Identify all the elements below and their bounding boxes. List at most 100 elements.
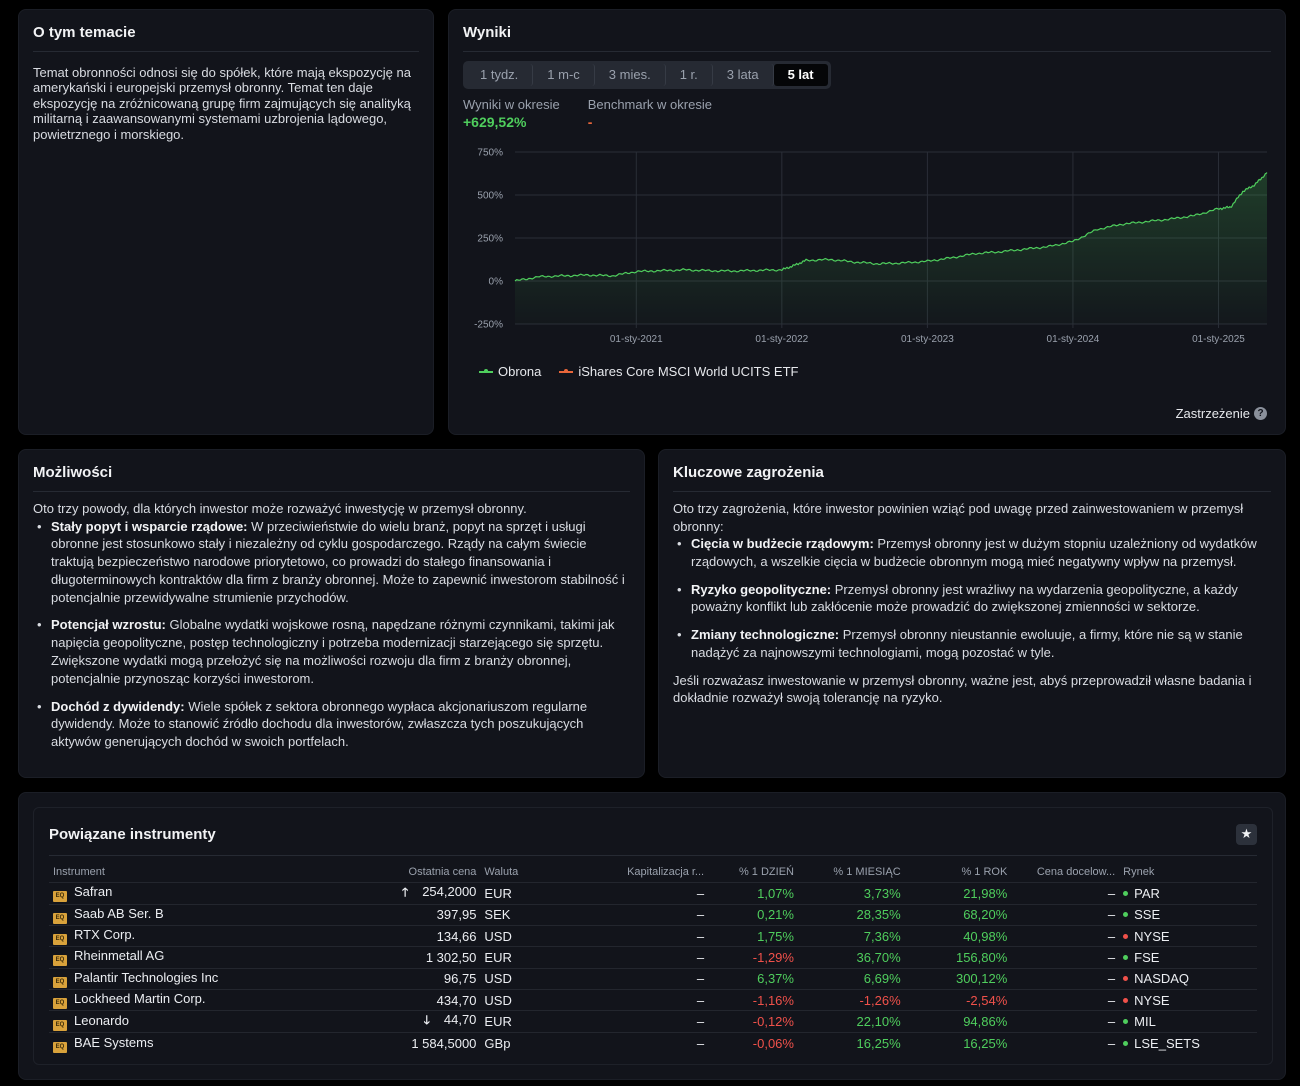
equity-badge-icon: EQ bbox=[53, 891, 67, 902]
arrow-down-icon: 🡓 bbox=[423, 1013, 430, 1028]
instrument-name[interactable]: Leonardo bbox=[74, 1012, 129, 1028]
instrument-name[interactable]: BAE Systems bbox=[74, 1034, 154, 1050]
target-price-cell: – bbox=[1011, 946, 1120, 969]
currency-cell: GBp bbox=[480, 1032, 571, 1055]
instruments-card: Powiązane instrumenty ★ Instrument Ostat… bbox=[18, 792, 1286, 1080]
col-currency[interactable]: Waluta bbox=[484, 865, 519, 878]
market-cap-cell: – bbox=[570, 946, 709, 969]
table-row[interactable]: EQ Leonardo 🡓 44,70 EUR – -0,12% 22,10% 94,86% – M… bbox=[49, 1010, 1257, 1033]
last-price: 134,66 bbox=[436, 928, 477, 944]
table-row[interactable]: EQ BAE Systems 1 584,5000 GBp – -0,06% 16,25% 1… bbox=[49, 1032, 1257, 1055]
table-row[interactable]: EQ Safran 🡑 254,2000 EUR –1,07% 3,73% 21,98% – PA… bbox=[49, 881, 1257, 904]
help-icon[interactable]: ? bbox=[1254, 407, 1267, 420]
market-name: PAR bbox=[1134, 885, 1160, 901]
tab-1-year[interactable]: 1 r. bbox=[666, 64, 713, 86]
risks-closing: Jeśli rozważasz inwestowanie w przemysł … bbox=[673, 672, 1252, 706]
about-text: Temat obronności odnosi się do spółek, k… bbox=[33, 65, 411, 142]
market-cell: NASDAQ bbox=[1119, 967, 1257, 990]
table-row[interactable]: EQ Lockheed Martin Corp. 434,70 USD – -1,16% -… bbox=[49, 989, 1257, 1011]
currency-cell: USD bbox=[480, 967, 571, 990]
col-1-month[interactable]: % 1 MIESIĄC bbox=[833, 865, 901, 878]
equity-badge-icon: EQ bbox=[53, 1019, 67, 1031]
col-target-price[interactable]: Cena docelow... bbox=[1036, 865, 1116, 878]
last-price-cell: 1 584,5000 bbox=[354, 1032, 481, 1055]
performance-chart[interactable]: 750%500%250%0%-250% 01-sty-2021 01-sty-20… bbox=[449, 140, 1285, 360]
tab-3-years[interactable]: 3 lata bbox=[713, 64, 774, 86]
target-price-cell: – bbox=[1011, 1010, 1120, 1033]
change-1-day: 1,75% bbox=[708, 924, 798, 947]
col-1-day[interactable]: % 1 DZIEŃ bbox=[738, 865, 794, 878]
opportunities-divider bbox=[33, 491, 630, 492]
tab-5-years[interactable]: 5 lat bbox=[773, 64, 828, 86]
change-1-month: 16,25% bbox=[797, 1032, 905, 1055]
equity-badge-icon: EQ bbox=[53, 998, 67, 1010]
instrument-cell[interactable]: EQ Safran bbox=[49, 881, 355, 904]
table-row[interactable]: EQ Saab AB Ser. B 397,95 SEK –0,21% 28,35% 68,… bbox=[49, 903, 1257, 926]
col-last-price[interactable]: Ostatnia cena bbox=[408, 865, 477, 878]
market-status-dot-icon bbox=[1123, 912, 1129, 918]
instrument-name[interactable]: Safran bbox=[74, 884, 113, 899]
last-price: 1 302,50 bbox=[425, 949, 477, 965]
chart-y-ticks: 750% 500% 250% 0% -250% bbox=[474, 148, 503, 331]
instrument-cell[interactable]: EQ Rheinmetall AG bbox=[49, 946, 355, 969]
change-1-year: 94,86% bbox=[904, 1010, 1012, 1033]
change-1-month: 28,35% bbox=[797, 903, 905, 926]
instrument-cell[interactable]: EQ Lockheed Martin Corp. bbox=[49, 989, 355, 1011]
legend-item-benchmark[interactable]: iShares Core MSCI World UCITS ETF bbox=[559, 364, 798, 379]
market-status-dot-icon bbox=[1123, 933, 1129, 939]
legend-line-icon bbox=[559, 368, 574, 373]
period-metric: Wyniki w okresie +629,52% bbox=[463, 97, 560, 130]
chart-x-ticks: 01-sty-2021 01-sty-2022 01-sty-2023 01-sty-… bbox=[610, 334, 1245, 345]
instrument-cell[interactable]: EQ Leonardo bbox=[49, 1010, 355, 1033]
target-price-cell: – bbox=[1011, 924, 1120, 947]
market-name: LSE_SETS bbox=[1134, 1036, 1200, 1052]
market-name: NASDAQ bbox=[1134, 971, 1190, 987]
last-price: 96,75 bbox=[443, 971, 477, 987]
item-text: Wiele spółek z sektora obronnego wypłaca… bbox=[51, 698, 588, 750]
period-label: Wyniki w okresie bbox=[463, 97, 560, 112]
tab-3-months[interactable]: 3 mies. bbox=[595, 64, 666, 86]
list-item: Cięcia w budżecie rządowym: Przemysł obr… bbox=[673, 535, 1271, 571]
change-1-year: 68,20% bbox=[904, 903, 1012, 926]
last-price-cell: 🡑 254,2000 bbox=[354, 881, 481, 904]
results-title: Wyniki bbox=[463, 24, 512, 41]
col-market-cap[interactable]: Kapitalizacja r... bbox=[627, 865, 705, 878]
instrument-cell[interactable]: EQ Palantir Technologies Inc bbox=[49, 967, 355, 990]
last-price-cell: 96,75 bbox=[354, 967, 481, 990]
col-instrument[interactable]: Instrument bbox=[53, 865, 105, 878]
obrona-series-area bbox=[515, 172, 1267, 324]
disclaimer-link[interactable]: Zastrzeżenie ? bbox=[1176, 406, 1267, 421]
table-row[interactable]: EQ Rheinmetall AG 1 302,50 EUR – -1,29% 36,70%… bbox=[49, 946, 1257, 969]
market-cap-cell: – bbox=[570, 1010, 709, 1033]
col-1-year[interactable]: % 1 ROK bbox=[961, 865, 1008, 878]
instrument-cell[interactable]: EQ RTX Corp. bbox=[49, 924, 355, 947]
change-1-month: 6,69% bbox=[797, 967, 905, 990]
table-row[interactable]: EQ Palantir Technologies Inc 96,75 USD –6,37… bbox=[49, 967, 1257, 990]
market-cell: NYSE bbox=[1119, 989, 1257, 1011]
target-price-cell: – bbox=[1011, 989, 1120, 1011]
market-cell: PAR bbox=[1119, 881, 1257, 904]
currency-cell: EUR bbox=[480, 946, 571, 969]
item-heading: Ryzyko geopolityczne: bbox=[691, 581, 832, 597]
market-status-dot-icon bbox=[1123, 1041, 1129, 1047]
x-tick-label: 01-sty-2021 bbox=[610, 334, 663, 345]
tab-1-month[interactable]: 1 m-c bbox=[533, 64, 595, 86]
instrument-cell[interactable]: EQ Saab AB Ser. B bbox=[49, 903, 355, 926]
last-price: 254,2000 bbox=[422, 883, 477, 899]
last-price-cell: 🡓 44,70 bbox=[354, 1010, 481, 1033]
col-market[interactable]: Rynek bbox=[1123, 865, 1155, 878]
instrument-name[interactable]: Rheinmetall AG bbox=[74, 948, 165, 964]
star-icon[interactable]: ★ bbox=[1236, 823, 1257, 845]
instrument-name[interactable]: Saab AB Ser. B bbox=[74, 905, 164, 921]
legend-item-obrona[interactable]: Obrona bbox=[479, 364, 541, 379]
tab-1-week[interactable]: 1 tydz. bbox=[466, 64, 534, 86]
instrument-name[interactable]: Lockheed Martin Corp. bbox=[74, 991, 206, 1007]
instrument-name[interactable]: Palantir Technologies Inc bbox=[74, 969, 219, 985]
instrument-name[interactable]: RTX Corp. bbox=[74, 927, 136, 943]
table-row[interactable]: EQ RTX Corp. 134,66 USD –1,75% 7,36% 40,98% – NY… bbox=[49, 924, 1257, 947]
disclaimer-label: Zastrzeżenie bbox=[1175, 406, 1250, 421]
instrument-cell[interactable]: EQ BAE Systems bbox=[49, 1032, 355, 1055]
change-1-day: -1,16% bbox=[708, 989, 798, 1011]
item-heading: Potencjał wzrostu: bbox=[51, 617, 166, 633]
market-cell: LSE_SETS bbox=[1119, 1032, 1257, 1055]
